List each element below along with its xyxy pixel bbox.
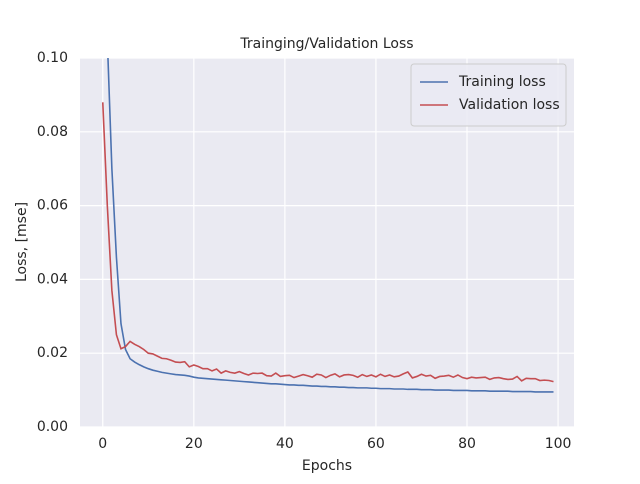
chart-title: Trainging/Validation Loss [239,36,413,52]
x-tick-label: 100 [545,436,572,452]
x-tick-label: 80 [458,436,476,452]
y-tick-label: 0.08 [37,124,68,140]
x-axis-label: Epochs [302,458,352,474]
legend-box [410,63,567,127]
y-tick-label: 0.06 [37,198,68,214]
y-tick-label: 0.04 [37,271,68,287]
x-tick-label: 20 [185,436,203,452]
x-tick-label: 40 [276,436,294,452]
legend-label: Training loss [458,74,546,90]
y-axis-label: Loss, [mse] [14,202,30,282]
legend-label: Validation loss [459,97,560,113]
series-line [101,102,554,383]
lines [101,58,554,393]
series-line [107,58,554,393]
y-tick-label: 0.02 [37,345,68,361]
grid [80,57,574,428]
x-tick-label: 60 [367,436,385,452]
y-tick-label: 0.10 [37,50,68,66]
x-tick-label: 0 [98,436,107,452]
y-tick-label: 0.00 [37,419,68,435]
